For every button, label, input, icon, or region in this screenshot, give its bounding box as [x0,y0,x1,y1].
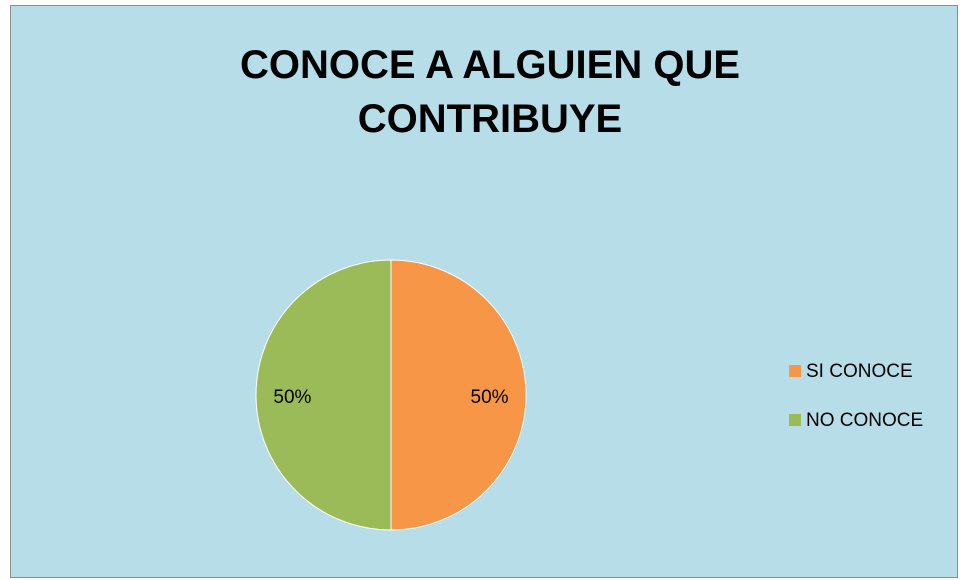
pie-slice [390,259,527,531]
pie-slice [255,259,392,531]
legend-swatch [789,414,801,426]
data-label: 50% [273,387,311,408]
chart-title: CONOCE A ALGUIEN QUE CONTRIBUYE [239,43,741,141]
data-label: 50% [471,387,509,408]
legend-label: SI CONOCE [806,361,913,382]
legend-label: NO CONOCE [806,410,923,431]
legend-swatch [789,365,801,377]
